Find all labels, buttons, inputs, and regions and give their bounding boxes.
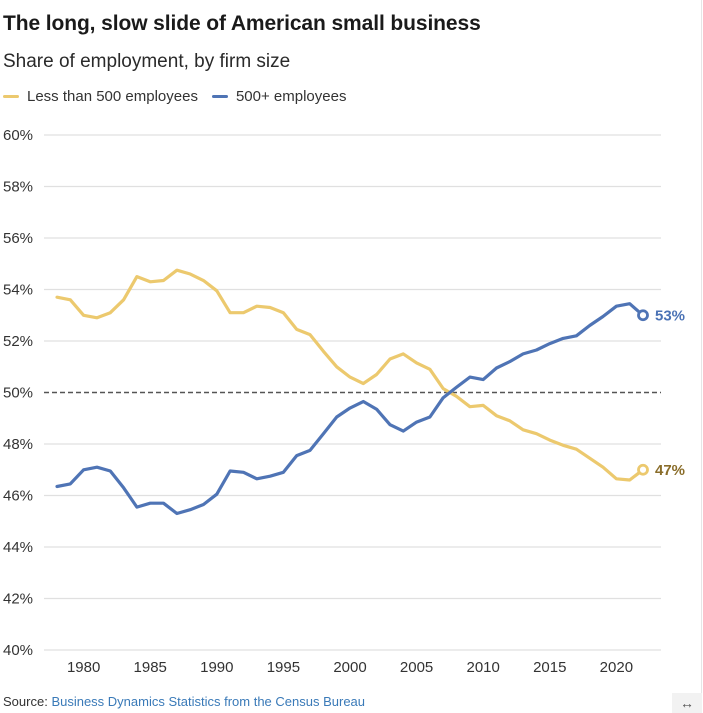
end-label-small-business: 47% <box>655 462 685 479</box>
x-tick-label: 1980 <box>67 659 100 676</box>
chart-subtitle: Share of employment, by firm size <box>3 51 291 72</box>
legend-item-small-business: Less than 500 employees <box>3 88 198 105</box>
source-note: Source: Business Dynamics Statistics fro… <box>3 694 365 709</box>
y-tick-label: 48% <box>3 436 33 453</box>
y-tick-label: 40% <box>3 642 33 659</box>
x-tick-label: 1985 <box>134 659 167 676</box>
x-tick-label: 2000 <box>333 659 366 676</box>
y-axis: 40% 42% 44% 46% 48% 50% 52% 54% 56% 58% 60% <box>3 127 33 659</box>
legend-item-large-business: 500+ employees <box>211 88 347 105</box>
x-tick-label: 2020 <box>600 659 633 676</box>
legend-label-small-business: Less than 500 employees <box>27 88 198 105</box>
y-tick-label: 60% <box>3 127 33 144</box>
legend-label-large-business: 500+ employees <box>235 88 347 105</box>
y-tick-label: 58% <box>3 179 33 196</box>
y-tick-label: 54% <box>3 282 33 299</box>
end-labels: 47% 53% <box>637 307 685 479</box>
x-tick-label: 2005 <box>400 659 433 676</box>
source-link[interactable]: Business Dynamics Statistics from the Ce… <box>51 694 366 709</box>
x-tick-label: 2010 <box>466 659 499 676</box>
y-tick-label: 50% <box>3 385 33 402</box>
gridlines <box>44 134 661 651</box>
legend-swatch-large-business <box>211 95 228 98</box>
y-tick-label: 56% <box>3 230 33 247</box>
legend: Less than 500 employees 500+ employees <box>3 88 360 105</box>
y-tick-label: 46% <box>3 488 33 505</box>
source-prefix: Source: <box>3 694 48 709</box>
series-lines <box>55 268 645 516</box>
legend-swatch-small-business <box>3 95 19 98</box>
x-tick-label: 1995 <box>267 659 300 676</box>
y-tick-label: 52% <box>3 333 33 350</box>
series-line-large-business <box>55 302 645 516</box>
chart-title: The long, slow slide of American small b… <box>3 12 481 35</box>
y-tick-label: 42% <box>3 591 33 608</box>
x-axis: 1980 1985 1990 1995 2000 2005 2010 2015 2020 <box>67 659 633 676</box>
end-marker-large-business <box>637 309 649 322</box>
expand-icon[interactable]: ↔ <box>672 693 702 713</box>
y-tick-label: 44% <box>3 539 33 556</box>
end-marker-small-business <box>637 463 649 476</box>
x-tick-label: 1990 <box>200 659 233 676</box>
end-label-large-business: 53% <box>655 307 685 324</box>
x-tick-label: 2015 <box>533 659 566 676</box>
series-line-small-business <box>55 268 645 482</box>
